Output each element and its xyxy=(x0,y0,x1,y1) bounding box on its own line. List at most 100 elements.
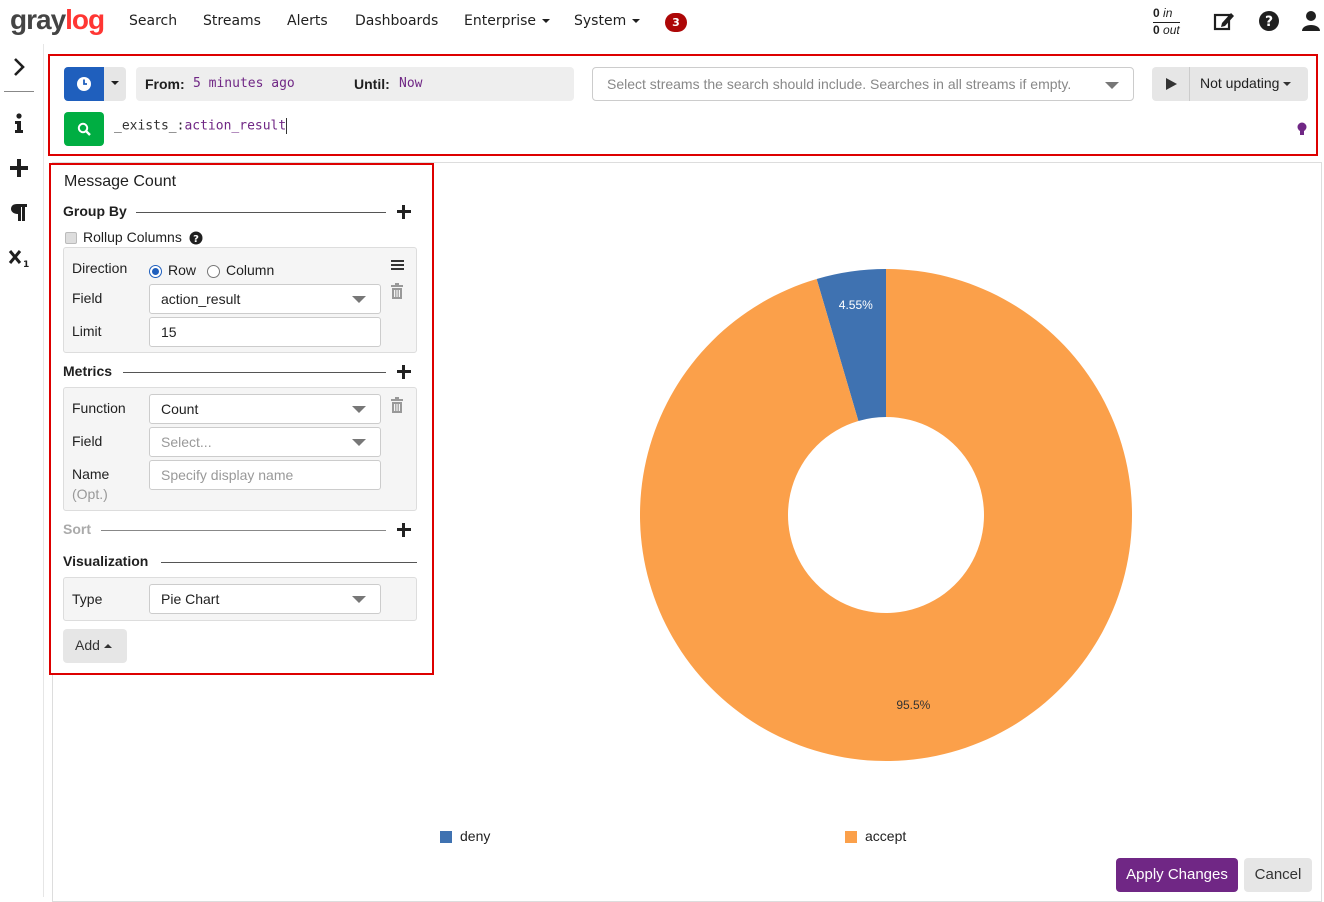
group-by-field-select[interactable]: action_result xyxy=(149,284,381,314)
drag-handle-icon[interactable] xyxy=(391,259,404,271)
play-refresh-button[interactable] xyxy=(1152,67,1190,101)
throughput-out-value: 0 xyxy=(1153,23,1160,37)
function-label: Function xyxy=(72,400,126,416)
caret-down-icon xyxy=(111,81,119,85)
chevron-down-icon xyxy=(352,439,366,446)
help-icon[interactable]: ? xyxy=(189,231,203,245)
plus-icon[interactable] xyxy=(8,157,30,179)
throughput-indicator[interactable]: 0 in 0 out xyxy=(1153,6,1180,38)
clock-icon xyxy=(77,77,91,91)
function-select[interactable]: Count xyxy=(149,394,381,424)
nav-system-label: System xyxy=(574,13,627,29)
svg-text:1: 1 xyxy=(23,260,29,269)
chevron-down-icon xyxy=(352,296,366,303)
type-label: Type xyxy=(72,591,103,607)
widget-title[interactable]: Message Count xyxy=(64,173,177,190)
apply-changes-button[interactable]: Apply Changes xyxy=(1116,858,1238,892)
rollup-columns-checkbox[interactable]: Rollup Columns ? xyxy=(65,229,203,245)
left-sidebar: 1 xyxy=(0,44,44,897)
section-divider xyxy=(136,212,386,213)
nav-search[interactable]: Search xyxy=(129,13,178,29)
metric-field-select[interactable]: Select... xyxy=(149,427,381,457)
add-button[interactable]: Add xyxy=(63,629,127,663)
field-label: Field xyxy=(72,290,103,306)
graylog-logo[interactable]: graylog xyxy=(10,4,105,36)
direction-column-label: Column xyxy=(226,262,275,278)
edit-icon[interactable] xyxy=(1213,10,1235,32)
trash-icon[interactable] xyxy=(390,283,404,299)
subscript-icon[interactable]: 1 xyxy=(8,247,30,269)
until-value: Now xyxy=(399,76,423,91)
name-label: Name xyxy=(72,466,110,482)
visualization-type-value: Pie Chart xyxy=(161,591,220,607)
lightbulb-icon[interactable] xyxy=(1296,122,1308,136)
paragraph-icon[interactable] xyxy=(8,201,30,223)
pie-slice-deny[interactable] xyxy=(816,269,886,421)
until-label: Until: xyxy=(354,76,390,92)
limit-value: 15 xyxy=(161,324,177,340)
play-icon xyxy=(1166,78,1177,90)
legend-item-deny[interactable]: deny xyxy=(440,828,490,844)
throughput-out: 0 out xyxy=(1153,23,1180,38)
pie-slice-accept[interactable] xyxy=(639,269,1132,761)
throughput-in-label: in xyxy=(1163,6,1173,20)
notifications-badge[interactable]: 3 xyxy=(665,13,687,32)
streams-placeholder: Select streams the search should include… xyxy=(607,76,1072,92)
time-range-dropdown-toggle[interactable] xyxy=(104,67,126,101)
add-button-label: Add xyxy=(75,637,100,653)
name-optional-label: (Opt.) xyxy=(72,486,108,502)
svg-text:?: ? xyxy=(1265,14,1273,30)
from-value: 5 minutes ago xyxy=(193,76,295,91)
query-input[interactable]: _exists_:action_result xyxy=(114,118,288,134)
metric-field-placeholder: Select... xyxy=(161,434,212,450)
throughput-in-value: 0 xyxy=(1153,6,1160,20)
visualization-type-select[interactable]: Pie Chart xyxy=(149,584,381,614)
refresh-interval-dropdown[interactable]: Not updating xyxy=(1190,67,1308,101)
direction-row-label: Row xyxy=(168,262,197,278)
caret-down-icon xyxy=(632,19,641,23)
function-value: Count xyxy=(161,401,199,417)
time-range-display[interactable]: From: 5 minutes ago Until: Now xyxy=(136,67,574,101)
widget-editor: Message Count Group By Rollup Columns ? … xyxy=(49,163,434,675)
caret-down-icon xyxy=(1283,82,1292,87)
caret-up-icon xyxy=(103,644,112,649)
search-button[interactable] xyxy=(64,112,104,146)
query-value: action_result xyxy=(184,118,287,134)
trash-icon[interactable] xyxy=(390,397,404,413)
visualization-panel: Type Pie Chart xyxy=(63,577,417,621)
query-separator: : xyxy=(176,118,185,134)
query-key: _exists_ xyxy=(114,118,177,134)
group-by-heading: Group By xyxy=(63,203,127,219)
info-icon[interactable] xyxy=(8,112,30,134)
pie-label-accept: 95.5% xyxy=(896,698,930,712)
sort-heading: Sort xyxy=(63,521,91,537)
nav-system[interactable]: System xyxy=(574,13,641,29)
nav-streams[interactable]: Streams xyxy=(203,13,261,29)
legend-label-deny: deny xyxy=(460,828,491,844)
legend-item-accept[interactable]: accept xyxy=(845,828,906,844)
cancel-button[interactable]: Cancel xyxy=(1244,858,1312,892)
add-group-by-icon[interactable] xyxy=(397,205,411,219)
logo-text-log: log xyxy=(65,4,105,35)
limit-input[interactable]: 15 xyxy=(149,317,381,347)
pie-chart: 4.55% 95.5% xyxy=(639,269,1132,761)
nav-dashboards[interactable]: Dashboards xyxy=(355,13,439,29)
add-sort-icon[interactable] xyxy=(397,523,411,537)
chevron-right-icon[interactable] xyxy=(8,56,30,78)
time-range-type-button[interactable] xyxy=(64,67,104,101)
metrics-heading: Metrics xyxy=(63,363,113,379)
user-icon[interactable] xyxy=(1300,10,1322,32)
sidebar-divider xyxy=(4,91,34,92)
streams-select[interactable]: Select streams the search should include… xyxy=(592,67,1134,101)
help-icon[interactable]: ? xyxy=(1258,10,1280,32)
nav-enterprise[interactable]: Enterprise xyxy=(464,13,551,29)
search-icon xyxy=(77,122,91,136)
display-name-input[interactable]: Specify display name xyxy=(149,460,381,490)
legend-label-accept: accept xyxy=(865,828,907,844)
direction-row-radio[interactable]: Row xyxy=(149,262,196,278)
direction-column-radio[interactable]: Column xyxy=(207,262,274,278)
metric-field-label: Field xyxy=(72,433,103,449)
visualization-heading: Visualization xyxy=(63,553,149,569)
add-metric-icon[interactable] xyxy=(397,365,411,379)
nav-alerts[interactable]: Alerts xyxy=(287,13,328,29)
